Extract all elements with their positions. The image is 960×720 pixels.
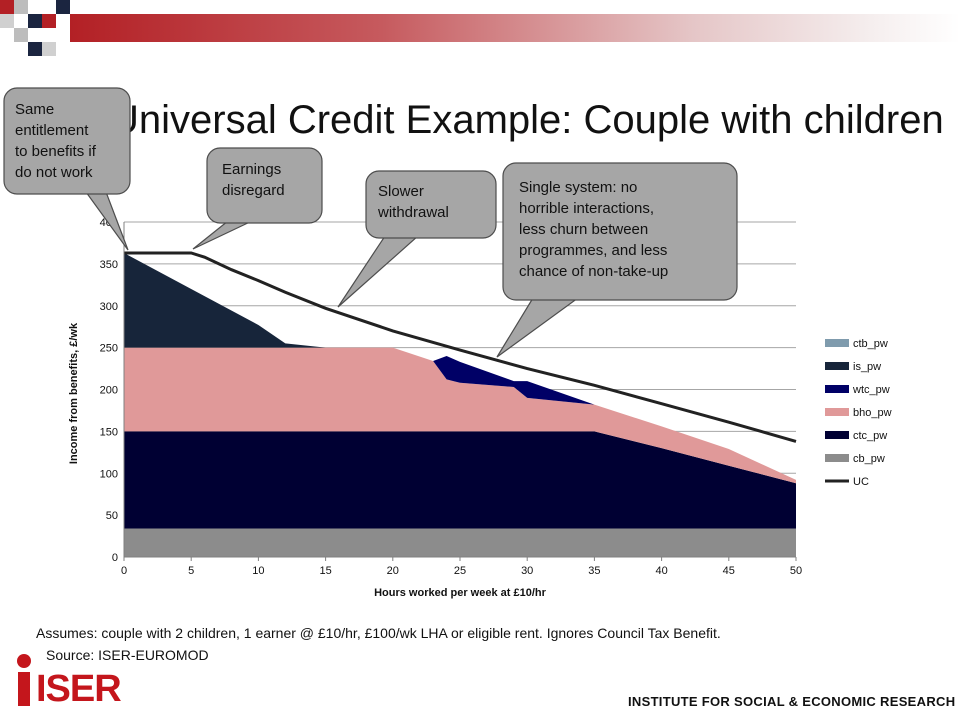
callout-3-line-4: chance of non-take-up [519, 263, 668, 280]
x-tick-label-45: 45 [723, 565, 735, 577]
source-note: Source: ISER-EUROMOD [46, 647, 209, 663]
logo-square-grey [14, 28, 28, 42]
callout-1-line-0: Earnings [222, 161, 281, 178]
x-tick-label-50: 50 [790, 565, 802, 577]
x-tick-label-5: 5 [188, 565, 194, 577]
legend-swatch-cb_pw [825, 454, 849, 462]
legend-label-ctc_pw: ctc_pw [853, 430, 887, 442]
callout-box-3 [502, 162, 738, 301]
logo-square-grey [0, 14, 14, 28]
line-UC [124, 251, 797, 443]
y-tick-label-150: 150 [100, 426, 118, 438]
x-tick-label-15: 15 [319, 565, 331, 577]
x-tick-label-30: 30 [521, 565, 533, 577]
legend-label-UC: UC [853, 476, 869, 488]
y-axis-title: Income from benefits, £/wk [68, 322, 80, 464]
callout-0-line-2: to benefits if [15, 143, 97, 160]
callout-3-line-0: Single system: no [519, 179, 637, 196]
legend-label-bho_pw: bho_pw [853, 407, 892, 419]
callout-0-line-1: entitlement [15, 122, 89, 139]
y-tick-label-50: 50 [106, 510, 118, 522]
y-tick-label-250: 250 [100, 343, 118, 355]
x-tick-label-25: 25 [454, 565, 466, 577]
legend-swatch-wtc_pw [825, 385, 849, 393]
legend-swatch-ctb_pw [825, 339, 849, 347]
legend-swatch-is_pw [825, 362, 849, 370]
x-tick-label-0: 0 [121, 565, 127, 577]
x-tick-label-20: 20 [387, 565, 399, 577]
institute-name: INSTITUTE FOR SOCIAL & ECONOMIC RESEARCH [628, 694, 956, 709]
area-cb_pw [124, 528, 796, 557]
x-tick-label-35: 35 [588, 565, 600, 577]
legend-label-is_pw: is_pw [853, 361, 881, 373]
legend-label-wtc_pw: wtc_pw [852, 384, 890, 396]
callout-3-line-1: horrible interactions, [519, 200, 654, 217]
legend-label-cb_pw: cb_pw [853, 453, 885, 465]
callout-3-line-3: programmes, and less [519, 242, 667, 259]
iser-logo-figure [17, 654, 31, 706]
y-tick-label-100: 100 [100, 468, 118, 480]
logo-square-navy [28, 14, 42, 28]
legend-swatch-ctc_pw [825, 431, 849, 439]
callout-box-1 [206, 147, 323, 224]
logo-square-grey [14, 0, 28, 14]
y-tick-label-300: 300 [100, 301, 118, 313]
callout-1-line-1: disregard [222, 182, 285, 199]
area-wtc_pw [124, 347, 796, 480]
iser-logo-text: ISER [36, 668, 122, 710]
footnote: Assumes: couple with 2 children, 1 earne… [36, 625, 721, 641]
y-tick-label-0: 0 [112, 552, 118, 564]
logo-square-red [0, 0, 14, 14]
callout-tail-0 [84, 191, 129, 251]
callout-0-line-3: do not work [15, 164, 93, 181]
x-axis-title: Hours worked per week at £10/hr [374, 587, 547, 599]
legend-swatch-bho_pw [825, 408, 849, 416]
x-tick-label-10: 10 [252, 565, 264, 577]
slide-title: Universal Credit Example: Couple with ch… [110, 98, 944, 142]
callout-box-2 [365, 170, 497, 239]
logo-square-red [42, 14, 56, 28]
legend-label-ctb_pw: ctb_pw [853, 338, 888, 350]
callout-2-line-0: Slower [378, 183, 424, 200]
title-gradient-bar [70, 14, 960, 42]
logo-square-navy [28, 42, 42, 56]
x-tick-label-40: 40 [655, 565, 667, 577]
y-tick-label-200: 200 [100, 385, 118, 397]
callout-3-line-2: less churn between [519, 221, 648, 238]
logo-square-grey [56, 0, 70, 14]
area-bho_pw [124, 347, 796, 484]
callout-2-line-1: withdrawal [377, 204, 449, 221]
callout-0-line-0: Same [15, 101, 54, 118]
area-ctc_pw [124, 431, 796, 529]
logo-square-grey [42, 42, 56, 56]
callout-box-0 [3, 87, 131, 195]
y-tick-label-350: 350 [100, 259, 118, 271]
